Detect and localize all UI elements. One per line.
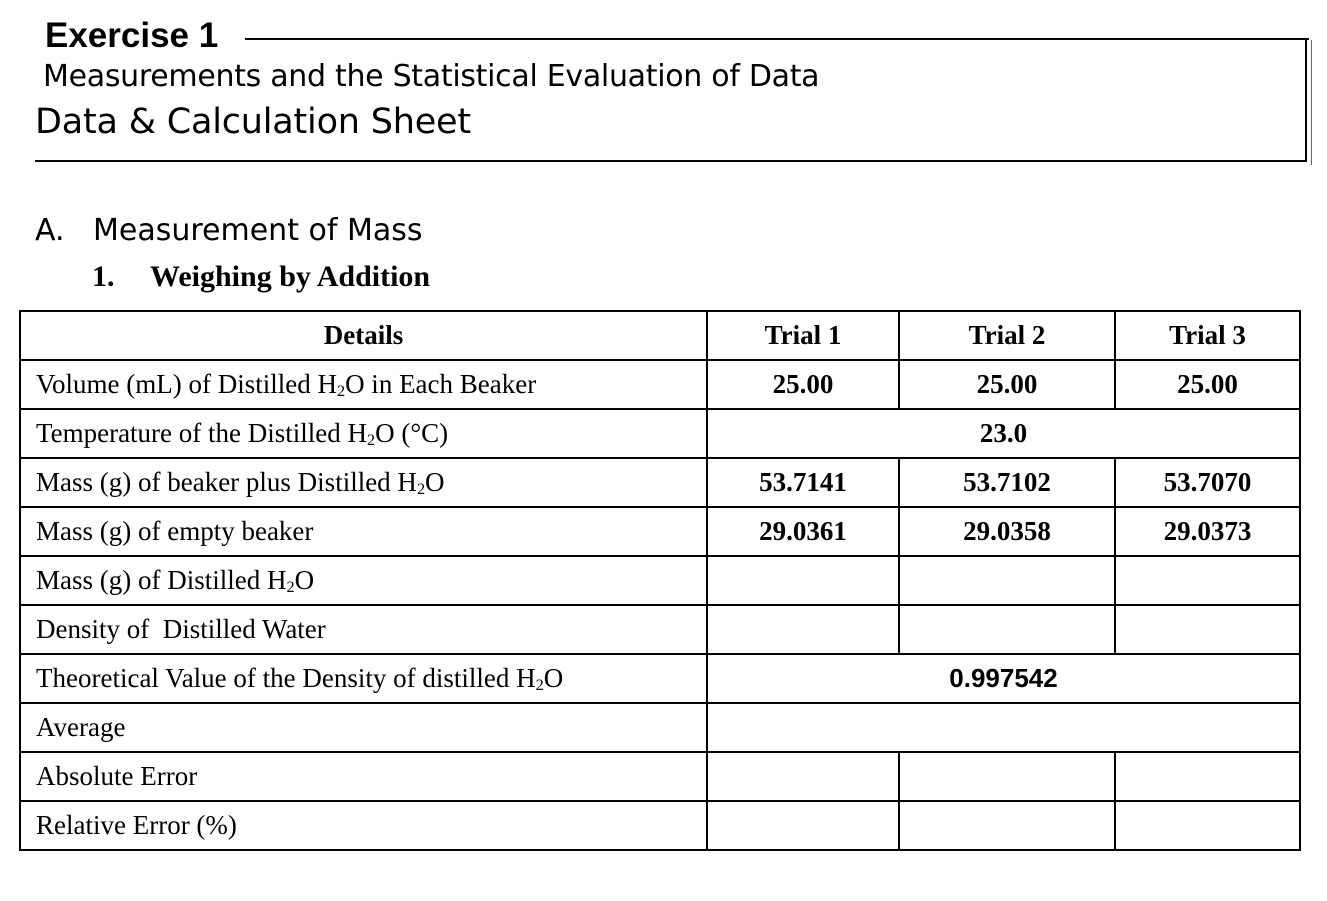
header-trial-2: Trial 2 (898, 310, 1116, 361)
subsection-title: Weighing by Addition (150, 260, 431, 293)
cell-trial-2: 25.00 (898, 359, 1116, 410)
exercise-subtitle: Measurements and the Statistical Evaluat… (43, 59, 820, 94)
row-label: Relative Error (%) (19, 800, 708, 851)
row-label: Theoretical Value of the Density of dist… (19, 653, 708, 704)
table-row-absolute-error: Absolute Error (19, 751, 1301, 802)
table-row-density: Density of Distilled Water (19, 604, 1301, 655)
cell-trial-3: 29.0373 (1114, 506, 1301, 557)
table-row-average: Average (19, 702, 1301, 753)
cell-trial-2: 53.7102 (898, 457, 1116, 508)
cell-trial-3: 25.00 (1114, 359, 1301, 410)
table-row-mass-water: Mass (g) of Distilled H2O (19, 555, 1301, 606)
row-label: Mass (g) of beaker plus Distilled H2O (19, 457, 708, 508)
cell-trial-3-empty[interactable] (1114, 555, 1301, 606)
cell-trial-1: 29.0361 (706, 506, 900, 557)
exercise-title: Exercise 1 (45, 16, 219, 55)
table-row-relative-error: Relative Error (%) (19, 800, 1301, 851)
header-right-border-shadow (1311, 40, 1312, 165)
cell-trial-2-empty[interactable] (898, 800, 1116, 851)
table-row-mass-beaker-water: Mass (g) of beaker plus Distilled H2O 53… (19, 457, 1301, 508)
table-header-row: Details Trial 1 Trial 2 Trial 3 (19, 310, 1301, 361)
header-trial-1: Trial 1 (706, 310, 900, 361)
cell-trial-3: 53.7070 (1114, 457, 1301, 508)
cell-trial-3-empty[interactable] (1114, 604, 1301, 655)
cell-trial-2-empty[interactable] (898, 555, 1116, 606)
row-label: Mass (g) of empty beaker (19, 506, 708, 557)
section-letter: A. (35, 213, 65, 248)
subsection-heading: 1. Weighing by Addition (92, 258, 430, 296)
table-row-mass-empty: Mass (g) of empty beaker 29.0361 29.0358… (19, 506, 1301, 557)
row-label: Density of Distilled Water (19, 604, 708, 655)
header-details: Details (19, 310, 708, 361)
header-right-border (1305, 38, 1307, 162)
header-bottom-rule (35, 160, 1307, 162)
header-trial-3: Trial 3 (1114, 310, 1301, 361)
table-row-temperature: Temperature of the Distilled H2O (°C) 23… (19, 408, 1301, 459)
cell-trial-1: 53.7141 (706, 457, 900, 508)
data-table: Details Trial 1 Trial 2 Trial 3 Volume (… (19, 310, 1301, 851)
row-label: Average (19, 702, 708, 753)
cell-trial-1-empty[interactable] (706, 555, 900, 606)
cell-trial-1-empty[interactable] (706, 751, 900, 802)
table-row-theoretical: Theoretical Value of the Density of dist… (19, 653, 1301, 704)
cell-trial-3-empty[interactable] (1114, 800, 1301, 851)
cell-trial-2-empty[interactable] (898, 751, 1116, 802)
row-label: Volume (mL) of Distilled H2O in Each Bea… (19, 359, 708, 410)
row-label: Absolute Error (19, 751, 708, 802)
title-rule (245, 38, 1309, 40)
cell-trial-2: 29.0358 (898, 506, 1116, 557)
row-label: Temperature of the Distilled H2O (°C) (19, 408, 708, 459)
header-box: Exercise 1 Measurements and the Statisti… (35, 0, 1315, 165)
row-label: Mass (g) of Distilled H2O (19, 555, 708, 606)
cell-trial-3-empty[interactable] (1114, 751, 1301, 802)
cell-trial-2-empty[interactable] (898, 604, 1116, 655)
section-title: Measurement of Mass (93, 213, 423, 248)
table-row-volume: Volume (mL) of Distilled H2O in Each Bea… (19, 359, 1301, 410)
cell-average-empty[interactable] (706, 702, 1301, 753)
section-heading: A. Measurement of Mass (35, 211, 422, 251)
cell-trial-1-empty[interactable] (706, 800, 900, 851)
cell-trial-1: 25.00 (706, 359, 900, 410)
cell-theoretical: 0.997542 (706, 653, 1301, 704)
cell-temperature: 23.0 (706, 408, 1301, 459)
cell-trial-1-empty[interactable] (706, 604, 900, 655)
subsection-number: 1. (92, 260, 115, 293)
sheet-title: Data & Calculation Sheet (35, 102, 471, 142)
